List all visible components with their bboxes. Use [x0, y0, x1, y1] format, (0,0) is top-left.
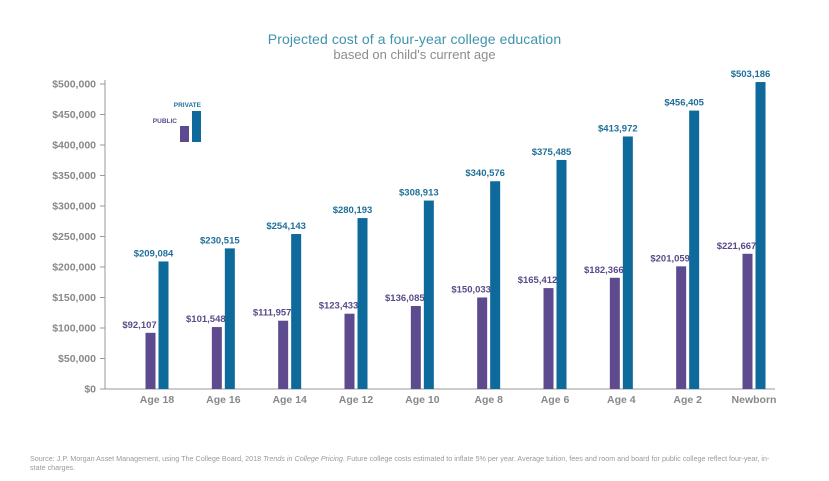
data-label-private: $456,405: [664, 98, 704, 109]
source-footnote: Source: J.P. Morgan Asset Management, us…: [30, 454, 780, 472]
x-category-label: Age 16: [206, 394, 241, 406]
x-category-label: Age 6: [541, 394, 570, 406]
bar-public: [742, 253, 753, 389]
data-label-public: $111,957: [253, 308, 292, 319]
data-label-public: $92,107: [122, 320, 156, 331]
bar-private: [622, 136, 633, 389]
chart-title: Projected cost of a four-year college ed…: [267, 31, 562, 47]
data-label-private: $340,576: [465, 168, 505, 179]
data-label-public: $150,033: [451, 284, 491, 295]
data-label-public: $123,433: [319, 301, 359, 312]
data-label-public: $182,366: [584, 265, 624, 276]
footnote-text-end: . Future college costs estimated to infl…: [30, 454, 770, 472]
bar-public: [543, 288, 554, 389]
bar-public: [344, 313, 355, 389]
data-label-private: $503,186: [731, 69, 771, 80]
y-tick-label: $300,000: [52, 201, 96, 213]
y-tick-label: $200,000: [52, 262, 96, 274]
data-label-public: $165,412: [518, 275, 558, 286]
data-label-private: $230,515: [200, 235, 240, 246]
y-tick-label: $450,000: [52, 109, 96, 121]
data-label-private: $280,193: [333, 205, 373, 216]
bar-public: [410, 305, 421, 389]
data-label-public: $136,085: [385, 293, 425, 304]
y-tick-label: $400,000: [52, 140, 96, 152]
data-label-public: $221,667: [717, 241, 757, 252]
bar-private: [490, 181, 501, 389]
bar-public: [477, 297, 488, 389]
footnote-publication: Trends in College Pricing: [263, 454, 343, 463]
x-category-label: Age 18: [140, 394, 175, 406]
x-category-label: Age 14: [272, 394, 307, 406]
y-tick-label: $350,000: [52, 170, 96, 182]
bar-private: [755, 82, 766, 389]
data-label-private: $308,913: [399, 188, 439, 199]
bar-private: [357, 218, 368, 389]
bar-private: [556, 159, 567, 389]
footnote-text: Source: J.P. Morgan Asset Management, us…: [30, 454, 264, 463]
bar-public: [145, 332, 156, 389]
bar-public: [278, 320, 289, 389]
y-tick-label: $0: [84, 384, 96, 396]
bar-private: [291, 233, 302, 389]
bar-public: [676, 266, 687, 389]
bar-private: [158, 261, 169, 389]
bar-public: [211, 327, 222, 389]
data-label-private: $209,084: [134, 248, 174, 259]
x-category-label: Age 12: [339, 394, 374, 406]
x-category-label: Age 4: [607, 394, 636, 406]
y-tick-label: $500,000: [52, 79, 96, 91]
y-tick-label: $250,000: [52, 231, 96, 243]
data-label-private: $254,143: [266, 221, 306, 232]
y-tick-label: $150,000: [52, 292, 96, 304]
y-tick-label: $50,000: [58, 353, 96, 365]
bar-private: [689, 110, 700, 389]
data-label-private: $413,972: [598, 123, 638, 134]
bar-private: [224, 248, 235, 389]
bar-private: [423, 200, 434, 389]
x-category-label: Newborn: [732, 394, 777, 406]
data-label-private: $375,485: [532, 147, 572, 158]
bar-public: [609, 277, 620, 389]
data-label-public: $201,059: [650, 253, 690, 264]
legend-label-private: PRIVATE: [174, 102, 202, 109]
x-category-label: Age 10: [405, 394, 440, 406]
x-category-label: Age 2: [673, 394, 702, 406]
chart-subtitle: based on child's current age: [333, 47, 496, 62]
legend-swatch-private: [192, 111, 201, 142]
y-tick-label: $100,000: [52, 323, 96, 335]
x-category-label: Age 8: [474, 394, 503, 406]
legend-label-public: PUBLIC: [153, 118, 178, 125]
data-label-public: $101,548: [186, 314, 226, 325]
legend-swatch-public: [180, 126, 189, 142]
